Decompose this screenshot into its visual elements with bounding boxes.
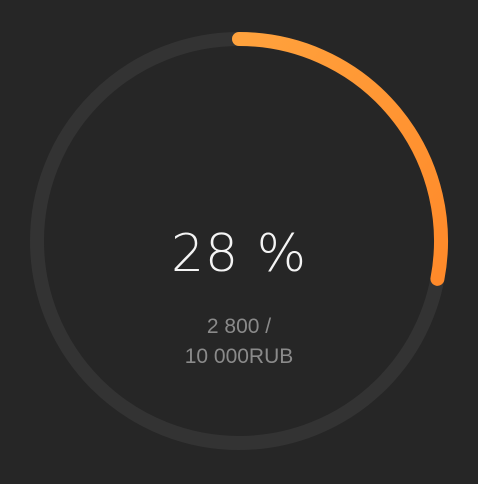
progress-percent-label: 28 %: [170, 224, 308, 284]
progress-amount-line2: 10 000RUB: [184, 345, 294, 368]
progress-arc: [232, 32, 448, 286]
progress-amount-line1: 2 800 /: [206, 315, 272, 338]
